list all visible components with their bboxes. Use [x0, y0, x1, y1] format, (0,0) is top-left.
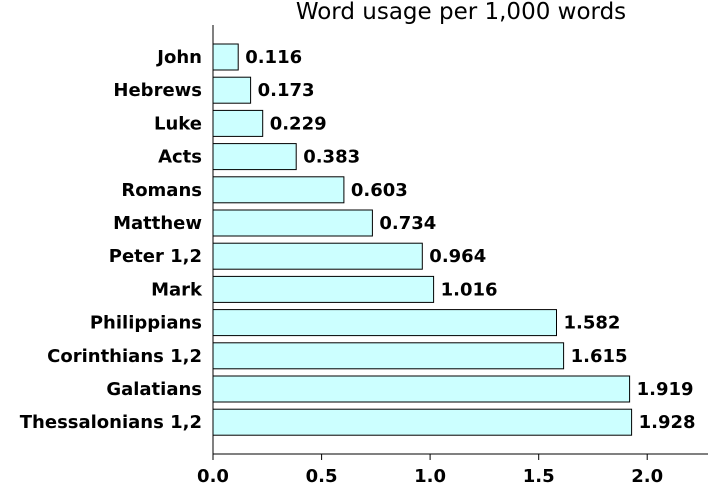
category-label: John [155, 47, 202, 68]
bars-group: John 0.116 Hebrews 0.173 Luke 0.229 Acts 0.383 R… [20, 43, 696, 436]
bar [212, 242, 423, 270]
bar [212, 143, 297, 171]
bar [212, 342, 565, 370]
x-tick-label: 2.0 [631, 466, 663, 486]
value-label: 0.964 [429, 246, 486, 267]
category-label: Thessalonians 1,2 [20, 412, 202, 433]
value-label: 1.615 [571, 346, 628, 367]
category-label: Philippians [90, 313, 202, 334]
chart-title: Word usage per 1,000 words [296, 0, 626, 25]
value-label: 0.173 [258, 80, 315, 101]
value-label: 0.603 [351, 180, 408, 201]
value-label: 0.383 [303, 147, 360, 168]
category-label: Mark [151, 279, 203, 300]
x-tick-label: 1.5 [523, 466, 555, 486]
x-tick-label: 0.0 [197, 466, 229, 486]
bar [212, 176, 345, 204]
category-label: Corinthians 1,2 [47, 346, 202, 367]
bar [212, 109, 264, 137]
axes-group: 0.0 0.5 1.0 1.5 2.0 [197, 25, 708, 486]
x-tick-label: 1.0 [414, 466, 446, 486]
category-label: Peter 1,2 [109, 246, 202, 267]
bar [212, 76, 252, 104]
category-label: Matthew [113, 213, 202, 234]
x-tick-label: 0.5 [306, 466, 338, 486]
value-label: 1.016 [441, 279, 498, 300]
value-label: 0.116 [245, 47, 302, 68]
category-label: Romans [121, 180, 202, 201]
value-label: 1.919 [637, 379, 694, 400]
bar [212, 309, 557, 337]
bar [212, 209, 373, 237]
bar [212, 408, 633, 436]
bar [212, 375, 631, 403]
value-label: 1.582 [564, 313, 621, 334]
bar [212, 275, 435, 303]
category-label: Hebrews [113, 80, 202, 101]
value-label: 1.928 [639, 412, 696, 433]
value-label: 0.734 [379, 213, 436, 234]
category-label: Acts [158, 147, 202, 168]
category-label: Galatians [106, 379, 202, 400]
category-label: Luke [154, 113, 202, 134]
bar [212, 43, 239, 71]
value-label: 0.229 [270, 113, 327, 134]
